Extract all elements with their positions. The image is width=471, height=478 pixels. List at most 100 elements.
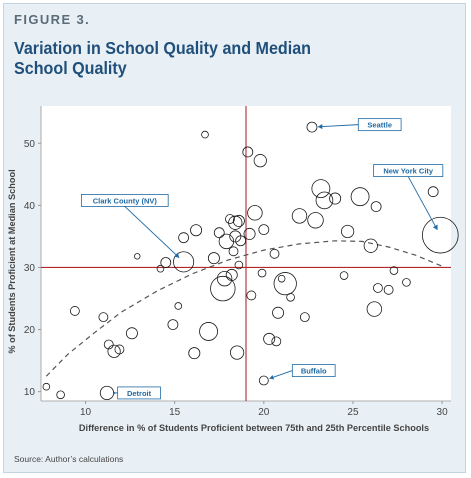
data-point (307, 212, 324, 229)
y-tick-label: 20 (24, 325, 36, 336)
data-point (339, 271, 349, 280)
data-point (235, 235, 247, 247)
data-point (273, 272, 297, 296)
data-point (232, 214, 245, 227)
data-point (98, 312, 109, 323)
arrowhead-icon (112, 391, 116, 395)
data-point (370, 201, 382, 213)
data-point (201, 130, 209, 139)
data-point (114, 344, 125, 355)
data-point (329, 192, 342, 205)
chart-title: Variation in School Quality and Median S… (14, 38, 312, 78)
data-point (341, 224, 355, 239)
data-point (178, 232, 190, 244)
bubble-chart: 10 15 20 25 30 10 20 30 40 50 Difference in % of S… (7, 106, 459, 433)
x-tick-label: 30 (437, 407, 449, 418)
data-point (234, 260, 244, 270)
data-point (389, 266, 399, 275)
data-point (258, 375, 269, 386)
data-point (263, 332, 276, 345)
annotation: New York City (373, 164, 444, 231)
data-point (299, 312, 310, 323)
annotation-label: Buffalo (301, 367, 327, 376)
annotation-arrow (407, 176, 438, 231)
data-point (228, 246, 239, 257)
data-point (373, 283, 383, 293)
data-point (277, 274, 286, 283)
data-point (174, 302, 183, 310)
x-tick-label: 20 (258, 407, 270, 418)
data-point (427, 186, 439, 198)
data-point (188, 347, 201, 360)
data-point (207, 252, 220, 265)
data-point (56, 390, 65, 400)
data-point (291, 208, 308, 224)
arrowhead-icon (432, 224, 438, 230)
data-point (228, 215, 243, 230)
data-point (125, 327, 138, 340)
data-point (225, 268, 238, 281)
data-point (216, 270, 233, 287)
y-axis-label: % of Students Proficient at Median Schoo… (7, 169, 17, 353)
x-axis-label: Difference in % of Students Proficient b… (79, 423, 429, 433)
annotation-arrow (124, 206, 180, 259)
data-point (42, 382, 51, 391)
data-point (242, 146, 254, 158)
data-point (107, 344, 121, 358)
annotation-arrow (317, 124, 359, 128)
data-point (156, 264, 165, 273)
source-note: Source: Author’s calculations (14, 454, 124, 464)
annotation: Buffalo (269, 364, 336, 380)
data-point (363, 238, 378, 253)
data-point (229, 230, 242, 243)
y-tick-label: 50 (24, 139, 36, 150)
annotation-label: New York City (383, 167, 434, 176)
annotation-label: Clark County (NV) (93, 196, 158, 205)
arrowhead-icon (317, 123, 323, 130)
data-point (286, 292, 295, 302)
annotation: Seattle (317, 118, 402, 132)
y-tick-label: 40 (24, 201, 36, 212)
data-point (269, 248, 280, 259)
annotation-label: Detroit (127, 389, 152, 398)
figure-frame: FIGURE 3. Variation in School Quality an… (3, 3, 466, 473)
data-point (246, 290, 257, 301)
data-point (199, 322, 218, 341)
data-point (402, 278, 411, 287)
data-point (69, 306, 80, 316)
data-point (225, 214, 235, 224)
arrowhead-icon (173, 252, 180, 258)
data-point (173, 251, 195, 273)
annotation: Clark County (NV) (80, 193, 180, 259)
data-point (210, 275, 236, 302)
y-tick-label: 30 (24, 263, 36, 274)
data-point (422, 216, 459, 254)
data-point (167, 319, 179, 331)
x-tick-label: 10 (80, 407, 92, 418)
y-tick-label: 10 (24, 387, 36, 398)
data-point (243, 227, 256, 240)
x-tick-label: 25 (347, 407, 359, 418)
data-point (258, 224, 270, 235)
data-point (257, 268, 267, 278)
data-point (315, 191, 334, 210)
data-point (247, 205, 263, 221)
data-point (350, 187, 370, 207)
data-point (190, 224, 203, 237)
data-point (253, 154, 267, 168)
trend-line (45, 240, 443, 377)
annotation: Detroit (112, 386, 161, 400)
data-point (213, 227, 225, 239)
data-point (383, 284, 394, 295)
x-tick-label: 15 (169, 407, 181, 418)
data-point (272, 306, 285, 319)
data-point (160, 257, 172, 268)
figure-label: FIGURE 3. (14, 12, 91, 27)
data-point (366, 301, 383, 317)
data-point (306, 121, 318, 133)
data-point (271, 336, 282, 347)
arrowhead-icon (269, 374, 275, 380)
data-point (311, 179, 331, 199)
data-point (134, 253, 141, 260)
annotation-label: Seattle (367, 121, 392, 130)
